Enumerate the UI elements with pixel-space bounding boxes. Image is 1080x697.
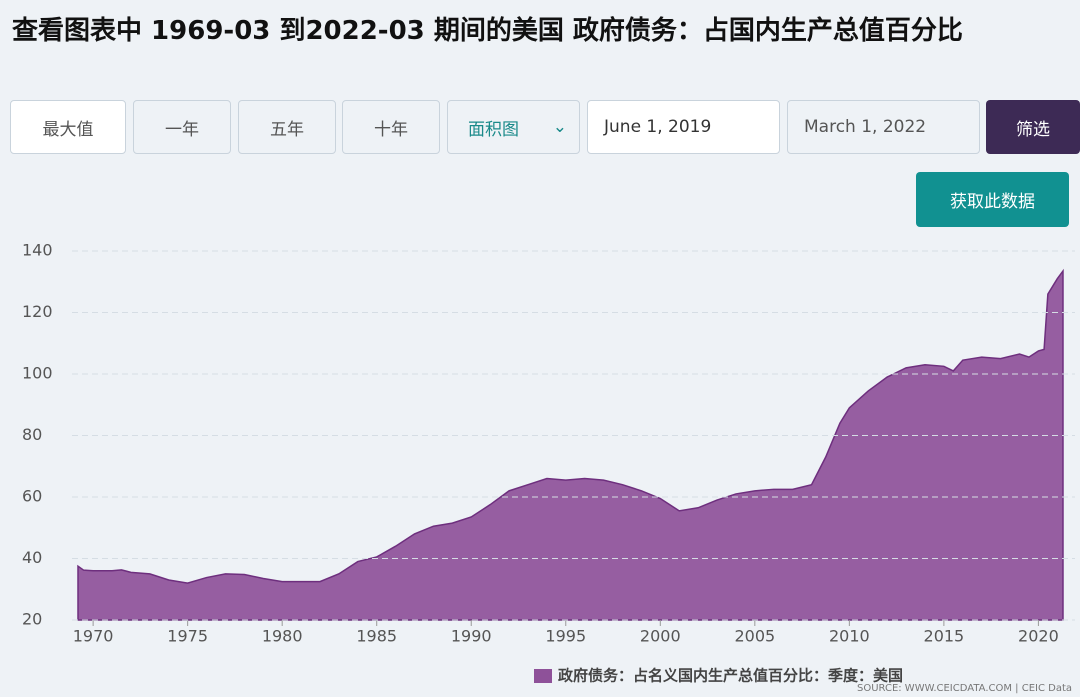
- source: SOURCE: WWW.CEICDATA.COM | CEIC Data: [857, 683, 1072, 694]
- y-tick-label: 140: [22, 241, 53, 260]
- chart-type-select[interactable]: 面积图 ⌄: [447, 100, 580, 154]
- x-tick-label: 2015: [924, 627, 965, 646]
- legend-swatch: [534, 669, 552, 683]
- x-tick-label: 1975: [167, 627, 208, 646]
- range-button[interactable]: 十年: [342, 100, 440, 154]
- y-tick-label: 40: [22, 548, 42, 567]
- x-tick-label: 1990: [451, 627, 492, 646]
- y-tick-label: 120: [22, 302, 53, 321]
- range-button[interactable]: 五年: [238, 100, 336, 154]
- y-tick-label: 100: [22, 364, 53, 383]
- x-tick-label: 1970: [73, 627, 114, 646]
- legend-label: 政府债务：占名义国内生产总值百分比：季度：美国: [558, 667, 903, 685]
- end-date[interactable]: March 1, 2022: [787, 100, 980, 154]
- x-tick-label: 1985: [356, 627, 397, 646]
- x-tick-label: 1980: [262, 627, 303, 646]
- x-tick-label: 2020: [1018, 627, 1059, 646]
- start-date[interactable]: June 1, 2019: [587, 100, 780, 154]
- y-tick-label: 20: [22, 610, 42, 629]
- filter-button[interactable]: 筛选: [986, 100, 1080, 154]
- x-tick-label: 2000: [640, 627, 681, 646]
- get-data-button[interactable]: 获取此数据: [916, 172, 1069, 227]
- x-tick-label: 2010: [829, 627, 870, 646]
- x-tick-label: 1995: [545, 627, 586, 646]
- title: 查看图表中 1969-03 到2022-03 期间的美国 政府债务：占国内生产总…: [12, 16, 963, 46]
- area: [77, 268, 1064, 621]
- y-tick-label: 60: [22, 487, 42, 506]
- range-button[interactable]: 最大值: [10, 100, 126, 154]
- select-text: 面积图: [468, 119, 519, 140]
- range-button[interactable]: 一年: [133, 100, 231, 154]
- y-tick-label: 80: [22, 425, 42, 444]
- x-tick-label: 2005: [734, 627, 775, 646]
